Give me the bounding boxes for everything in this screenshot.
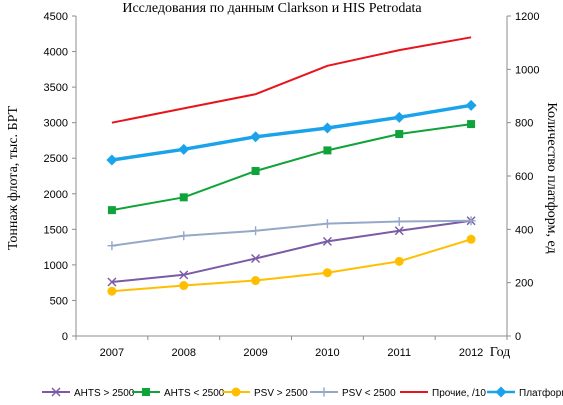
data-point <box>322 219 332 229</box>
y-axis-label: Тоннаж флота, тыс. БРТ <box>6 105 21 250</box>
data-point <box>394 217 404 227</box>
data-point <box>106 154 118 166</box>
legend-entry: AHTS > 2500 <box>42 387 135 399</box>
legend-label: AHTS < 2500 <box>164 388 225 399</box>
data-point <box>466 234 476 244</box>
series <box>107 216 476 251</box>
legend-label: PSV > 2500 <box>254 388 308 399</box>
data-point <box>107 277 117 287</box>
series <box>107 234 476 296</box>
legend-label: Платформы <box>519 387 563 399</box>
x-tick-label: 2011 <box>387 347 411 359</box>
y2-tick-label: 0 <box>515 331 521 343</box>
data-point <box>465 99 477 111</box>
data-point <box>466 216 476 226</box>
data-point <box>142 388 150 396</box>
legend-label: Прочие, /10 <box>432 388 486 399</box>
y-tick-label: 4000 <box>44 47 68 59</box>
y-tick-label: 2000 <box>44 189 68 201</box>
data-point <box>395 130 404 139</box>
data-point <box>251 253 261 263</box>
x-tick-label: 2008 <box>172 347 196 359</box>
data-point <box>107 206 116 215</box>
legend-label: AHTS > 2500 <box>74 388 135 399</box>
y-tick-label: 3500 <box>44 82 68 94</box>
data-point <box>393 111 405 123</box>
series <box>106 99 477 166</box>
series-line <box>111 123 472 212</box>
legend-label: PSV < 2500 <box>342 388 396 399</box>
data-point <box>251 276 261 286</box>
data-point <box>394 226 404 236</box>
series-line <box>111 219 472 247</box>
legend: AHTS > 2500 AHTS < 2500 PSV > 2500 PSV < 25… <box>42 386 563 399</box>
y2-tick-label: 1200 <box>515 11 539 23</box>
x-tick-label: 2010 <box>315 347 339 359</box>
data-point <box>107 241 117 251</box>
data-point <box>107 286 117 296</box>
y-tick-label: 500 <box>50 295 68 307</box>
y-tick-label: 2500 <box>44 153 68 165</box>
y2-tick-label: 800 <box>515 118 533 130</box>
y-tick-label: 1000 <box>44 260 68 272</box>
data-point <box>179 281 189 291</box>
data-point <box>251 167 260 176</box>
x-tick-label: 2007 <box>100 347 124 359</box>
chart-title: Исследования по данным Clarkson и HIS Pe… <box>122 1 422 16</box>
y-tick-label: 0 <box>62 331 68 343</box>
data-point <box>179 231 189 241</box>
data-point <box>322 268 332 278</box>
y-tick-label: 3000 <box>44 118 68 130</box>
data-point <box>321 122 333 134</box>
axes: 0 500 1000 1500 2000 2500 3000 3500 4000 4500 0 200… <box>44 11 540 359</box>
data-point <box>251 226 261 236</box>
legend-entry: PSV < 2500 <box>310 387 396 399</box>
data-point <box>495 386 507 398</box>
data-point <box>322 236 332 246</box>
series <box>107 120 476 215</box>
legend-entry: AHTS < 2500 <box>132 388 225 399</box>
series <box>107 216 476 287</box>
series-line <box>111 219 472 283</box>
legend-entry: Платформы <box>487 386 563 399</box>
x-tick-label: 2012 <box>459 347 483 359</box>
data-point <box>178 143 190 155</box>
y2-tick-label: 200 <box>515 278 533 290</box>
y2-tick-label: 1000 <box>515 64 539 76</box>
data-point <box>179 193 188 202</box>
series <box>111 36 472 124</box>
y2-tick-label: 400 <box>515 224 533 236</box>
y-tick-label: 1500 <box>44 224 68 236</box>
data-point <box>319 387 329 397</box>
data-point <box>467 120 476 129</box>
data-point <box>323 146 332 155</box>
data-point <box>250 131 262 143</box>
data-point <box>179 270 189 280</box>
data-point <box>51 387 61 397</box>
series-line <box>111 238 472 293</box>
legend-entry: Прочие, /10 <box>400 388 486 399</box>
legend-entry: PSV > 2500 <box>222 387 308 399</box>
data-point <box>394 256 404 266</box>
plot-area <box>106 36 477 296</box>
x-axis-label: Год <box>490 345 511 360</box>
y2-tick-label: 600 <box>515 171 533 183</box>
y-tick-label: 4500 <box>44 11 68 23</box>
series-line <box>111 103 472 162</box>
data-point <box>231 387 241 397</box>
y2-axis-label: Количество платформ, ед <box>544 102 559 253</box>
series-line <box>111 36 472 124</box>
x-tick-label: 2009 <box>243 347 267 359</box>
